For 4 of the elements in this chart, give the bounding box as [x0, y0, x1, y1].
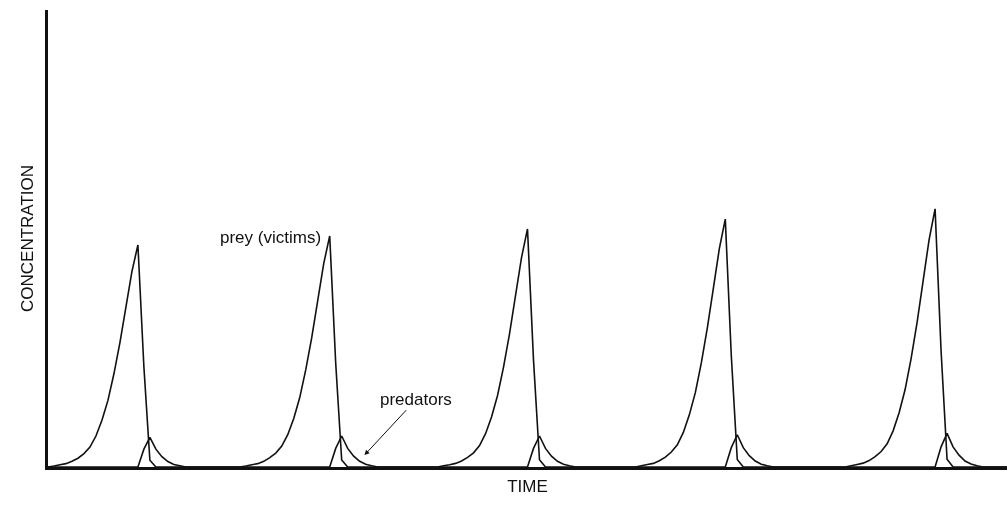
x-axis-title: TIME: [507, 477, 548, 497]
text: predators: [380, 390, 452, 409]
y-axis-title: CONCENTRATION: [17, 164, 37, 313]
series-label: prey (victims): [220, 228, 322, 247]
